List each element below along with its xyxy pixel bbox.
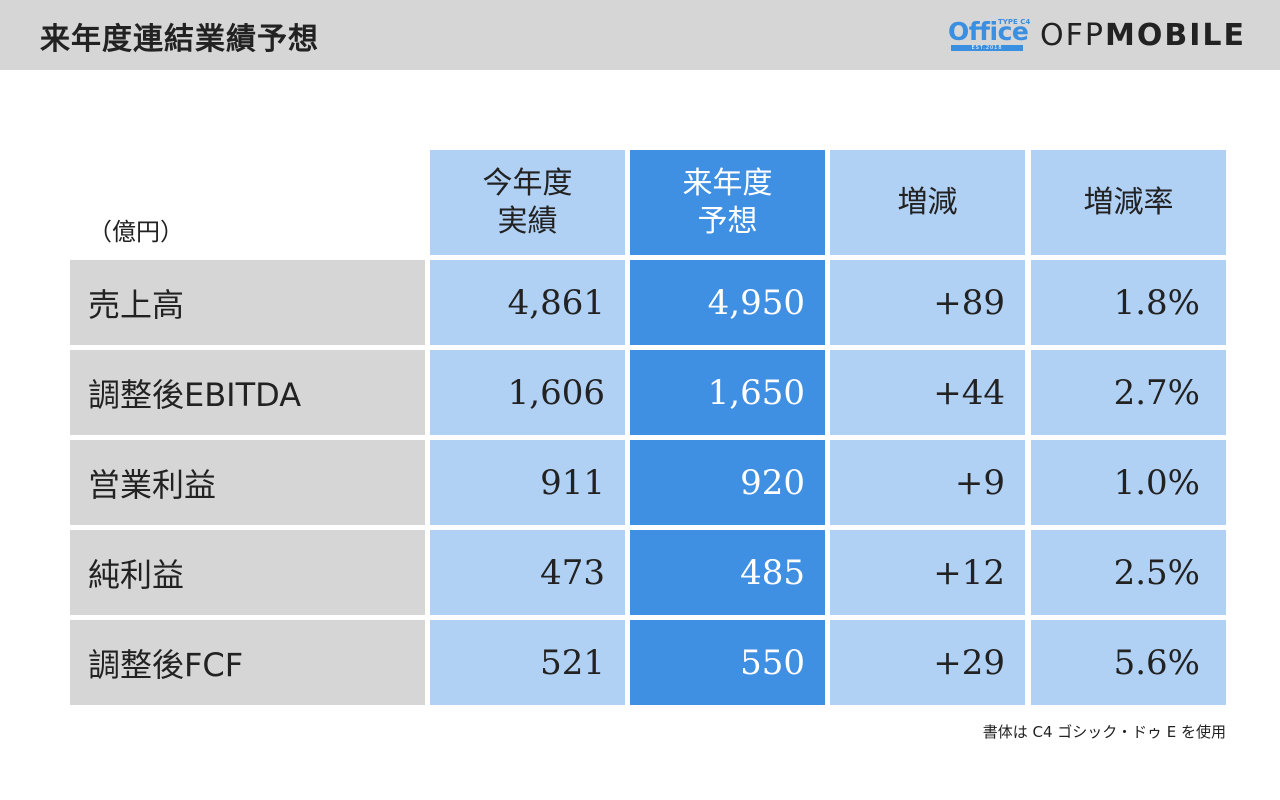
column-header-change: 増減	[830, 150, 1025, 255]
column-header-line: 実績	[497, 203, 558, 239]
office-logo: Office TYPE C4 EST.2018	[948, 17, 1031, 52]
forecast-value: 485	[630, 530, 825, 615]
actual-value: 521	[430, 620, 625, 705]
rate-value: 2.7%	[1031, 350, 1226, 435]
column-header-line: 今年度	[482, 165, 573, 201]
header-bar: 来年度連結業績予想 Office TYPE C4 EST.2018 OFPMOB…	[0, 0, 1280, 70]
logo-est-label: EST.2018	[951, 45, 1023, 51]
forecast-value: 4,950	[630, 260, 825, 345]
column-header-line: 増減率	[1083, 184, 1174, 220]
column-header-rate: 増減率	[1031, 150, 1226, 255]
page-title: 来年度連結業績予想	[40, 22, 319, 57]
actual-value: 911	[430, 440, 625, 525]
row-label: 売上高	[70, 260, 425, 345]
row-label: 純利益	[70, 530, 425, 615]
column-header-forecast: 来年度 予想	[630, 150, 825, 255]
row-label: 営業利益	[70, 440, 425, 525]
brand-light: OFP	[1040, 18, 1105, 53]
font-footnote: 書体は C4 ゴシック・ドゥ E を使用	[982, 723, 1226, 741]
rate-value: 5.6%	[1031, 620, 1226, 705]
change-value: +9	[830, 440, 1025, 525]
change-value: +44	[830, 350, 1025, 435]
forecast-value: 550	[630, 620, 825, 705]
column-header-line: 来年度	[682, 165, 773, 201]
row-label: 調整後EBITDA	[70, 350, 425, 435]
change-value: +89	[830, 260, 1025, 345]
rate-value: 2.5%	[1031, 530, 1226, 615]
forecast-value: 1,650	[630, 350, 825, 435]
change-value: +29	[830, 620, 1025, 705]
brand-bold: MOBILE	[1104, 18, 1246, 53]
unit-label: （億円）	[88, 218, 184, 246]
logo-wordmark: Office	[948, 17, 1029, 46]
row-label: 調整後FCF	[70, 620, 425, 705]
change-value: +12	[830, 530, 1025, 615]
column-header-line: 増減	[897, 184, 958, 220]
actual-value: 4,861	[430, 260, 625, 345]
column-header-line: 予想	[697, 203, 758, 239]
rate-value: 1.0%	[1031, 440, 1226, 525]
column-header-actual: 今年度 実績	[430, 150, 625, 255]
actual-value: 473	[430, 530, 625, 615]
brand-name: OFPMOBILE	[1040, 18, 1246, 54]
rate-value: 1.8%	[1031, 260, 1226, 345]
logo-type-label: TYPE C4	[998, 18, 1031, 26]
actual-value: 1,606	[430, 350, 625, 435]
forecast-value: 920	[630, 440, 825, 525]
